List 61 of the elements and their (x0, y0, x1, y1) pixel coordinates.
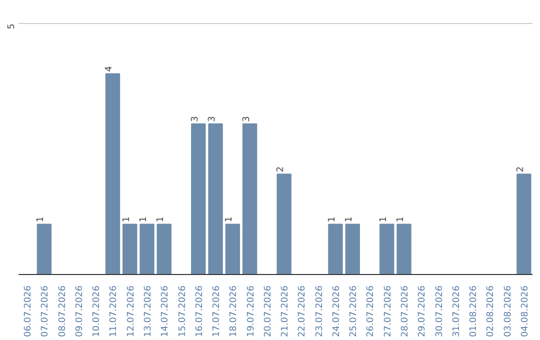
bar (276, 174, 292, 274)
x-tick-label: 27.07.2026 (383, 285, 394, 338)
x-tick-label: 14.07.2026 (160, 285, 171, 338)
data-label: 1 (396, 216, 406, 222)
x-tick-label: 09.07.2026 (74, 285, 85, 338)
x-tick-label: 19.07.2026 (246, 285, 256, 338)
x-tick-label: 26.07.2026 (366, 285, 376, 338)
x-tick-label: 11.07.2026 (109, 285, 120, 338)
x-tick-label: 29.07.2026 (418, 285, 428, 338)
x-tick-label: 01.08.2026 (469, 285, 480, 338)
bar (122, 224, 138, 274)
bar (380, 224, 394, 274)
x-tick-label: 13.07.2026 (144, 285, 154, 338)
bar (328, 224, 343, 274)
data-label: 2 (516, 166, 526, 172)
x-tick-label: 17.07.2026 (212, 285, 222, 338)
x-tick-label: 18.07.2026 (229, 285, 240, 338)
bar (242, 123, 258, 274)
data-label: 1 (224, 216, 235, 222)
x-tick-label: 12.07.2026 (126, 285, 136, 338)
data-label: 4 (104, 66, 115, 72)
x-tick-label: 25.07.2026 (349, 285, 360, 338)
data-label: 1 (344, 216, 355, 222)
bar (345, 224, 360, 274)
data-label: 1 (36, 216, 46, 222)
bar (156, 224, 172, 274)
bar (105, 73, 120, 274)
x-tick-label: 08.07.2026 (58, 285, 68, 338)
data-label: 1 (327, 216, 338, 222)
bar (208, 123, 223, 274)
data-label: 1 (122, 216, 132, 222)
x-tick-label: 07.07.2026 (40, 285, 51, 338)
x-tick-label: 31.07.2026 (452, 285, 462, 338)
bar (191, 123, 206, 274)
x-tick-label: 03.08.2026 (503, 285, 514, 338)
x-tick-label: 04.08.2026 (520, 285, 530, 338)
data-label: 1 (156, 216, 166, 222)
data-label: 2 (276, 166, 286, 172)
bar (225, 224, 240, 274)
y-tick-label: 5 (7, 24, 17, 30)
data-label: 3 (208, 116, 218, 122)
data-label: 3 (242, 116, 252, 122)
x-tick-label: 30.07.2026 (434, 285, 445, 338)
x-tick-label: 28.07.2026 (400, 285, 410, 338)
x-tick-label: 02.08.2026 (486, 285, 496, 338)
x-tick-label: 21.07.2026 (280, 285, 291, 338)
x-tick-label: 15.07.2026 (178, 285, 188, 338)
data-label: 1 (139, 216, 149, 222)
x-tick-label: 20.07.2026 (263, 285, 274, 338)
x-tick-label: 16.07.2026 (194, 285, 205, 338)
bar (36, 224, 52, 274)
data-label: 1 (378, 216, 389, 222)
data-label: 3 (190, 116, 200, 122)
x-tick-label: 22.07.2026 (298, 285, 308, 338)
bar (140, 224, 154, 274)
bar (516, 174, 532, 274)
x-tick-label: 24.07.2026 (332, 285, 342, 338)
x-tick-label: 10.07.2026 (92, 285, 102, 338)
bar (396, 224, 412, 274)
x-tick-label: 23.07.2026 (314, 285, 325, 338)
x-tick-label: 06.07.2026 (24, 285, 34, 338)
